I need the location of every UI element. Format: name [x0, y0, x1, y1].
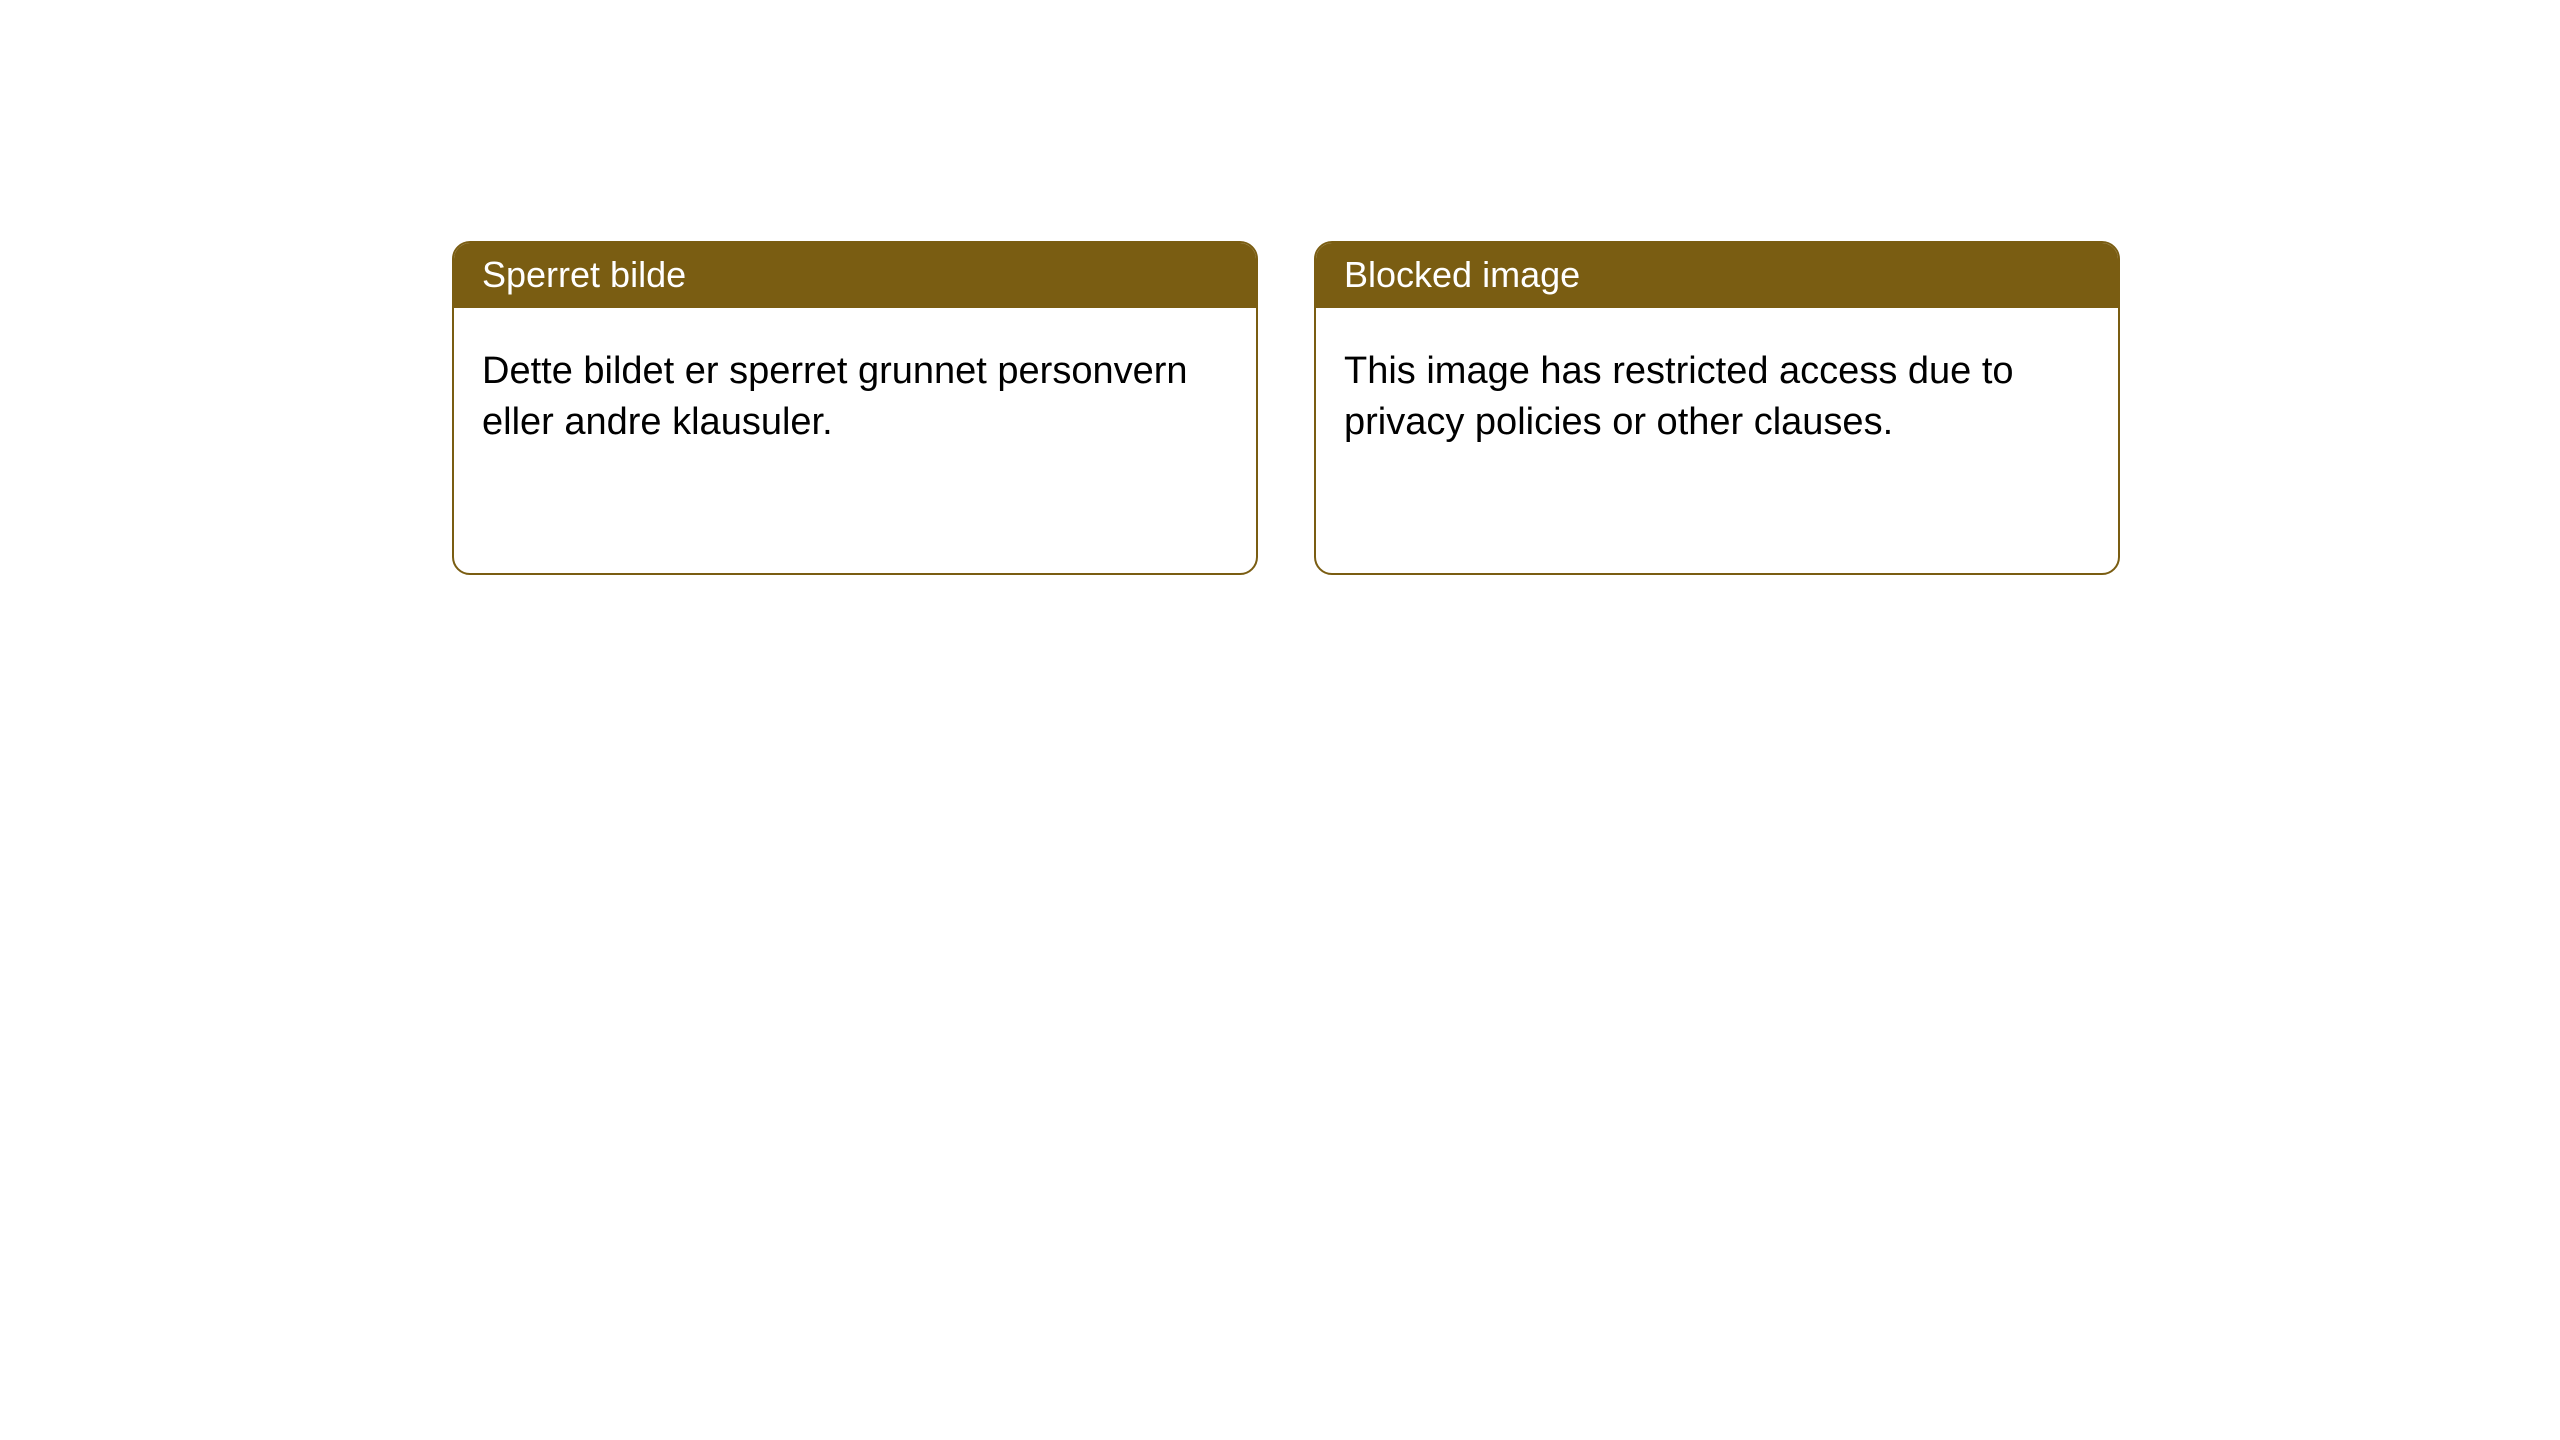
- notice-card-norwegian: Sperret bilde Dette bildet er sperret gr…: [452, 241, 1258, 575]
- notice-body: This image has restricted access due to …: [1316, 308, 2118, 487]
- notice-body: Dette bildet er sperret grunnet personve…: [454, 308, 1256, 487]
- notice-container: Sperret bilde Dette bildet er sperret gr…: [0, 0, 2560, 575]
- notice-title: Blocked image: [1316, 243, 2118, 308]
- notice-card-english: Blocked image This image has restricted …: [1314, 241, 2120, 575]
- notice-title: Sperret bilde: [454, 243, 1256, 308]
